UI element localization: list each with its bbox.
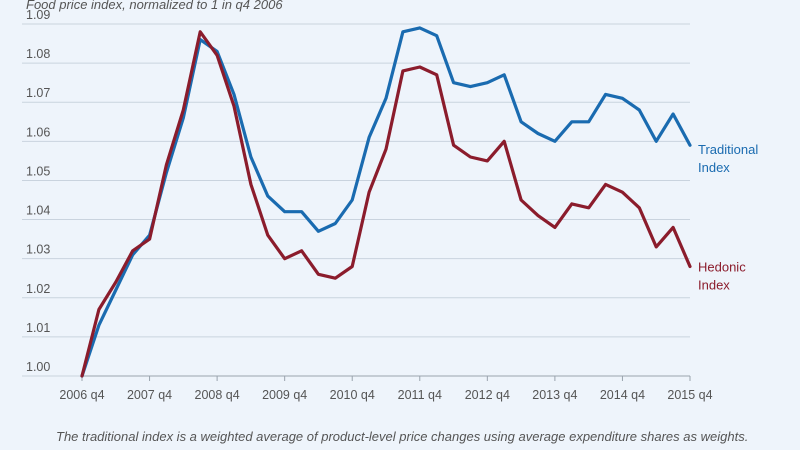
hedonic-index-label: Index (698, 277, 730, 292)
y-tick-label: 1.06 (26, 125, 50, 139)
y-tick-label: 1.02 (26, 282, 50, 296)
traditional-index-label: Traditional (698, 142, 758, 157)
x-tick-label: 2012 q4 (465, 388, 510, 402)
traditional-index-label: Index (698, 160, 730, 175)
x-tick-labels: 2006 q4 2007 q4 2008 q4 2009 q4 2010 q4 2011 … (59, 388, 712, 402)
y-tick-label: 1.05 (26, 164, 50, 178)
x-tick-label: 2007 q4 (127, 388, 172, 402)
hedonic-index-label: Hedonic (698, 259, 746, 274)
x-tick-label: 2010 q4 (330, 388, 375, 402)
series-lines (80, 26, 692, 378)
grid-lines (22, 23, 691, 381)
y-tick-label: 1.00 (26, 360, 50, 374)
x-tick-label: 2008 q4 (195, 388, 240, 402)
x-tick-label: 2011 q4 (398, 388, 442, 402)
hedonic-index-line (80, 30, 692, 378)
x-tick-label: 2014 q4 (600, 388, 645, 402)
traditional-index-line (80, 26, 692, 378)
y-axis-title: Food price index, normalized to 1 in q4 … (26, 0, 283, 12)
series-labels: Traditional Index Hedonic Index (698, 142, 758, 292)
y-tick-labels: 1.00 1.01 1.02 1.03 1.04 1.05 1.06 1.07 1.08 1.09 (26, 8, 50, 374)
x-tick-label: 2009 q4 (262, 388, 307, 402)
y-tick-label: 1.03 (26, 243, 50, 257)
y-tick-label: 1.01 (26, 321, 50, 335)
chart-note: The traditional index is a weighted aver… (56, 429, 749, 444)
y-tick-label: 1.04 (26, 204, 50, 218)
x-tick-label: 2006 q4 (59, 388, 104, 402)
x-tick-label: 2013 q4 (532, 388, 577, 402)
y-tick-label: 1.08 (26, 47, 50, 61)
y-tick-label: 1.07 (26, 86, 50, 100)
y-tick-label: 1.09 (26, 8, 50, 22)
x-tick-label: 2015 q4 (667, 388, 712, 402)
